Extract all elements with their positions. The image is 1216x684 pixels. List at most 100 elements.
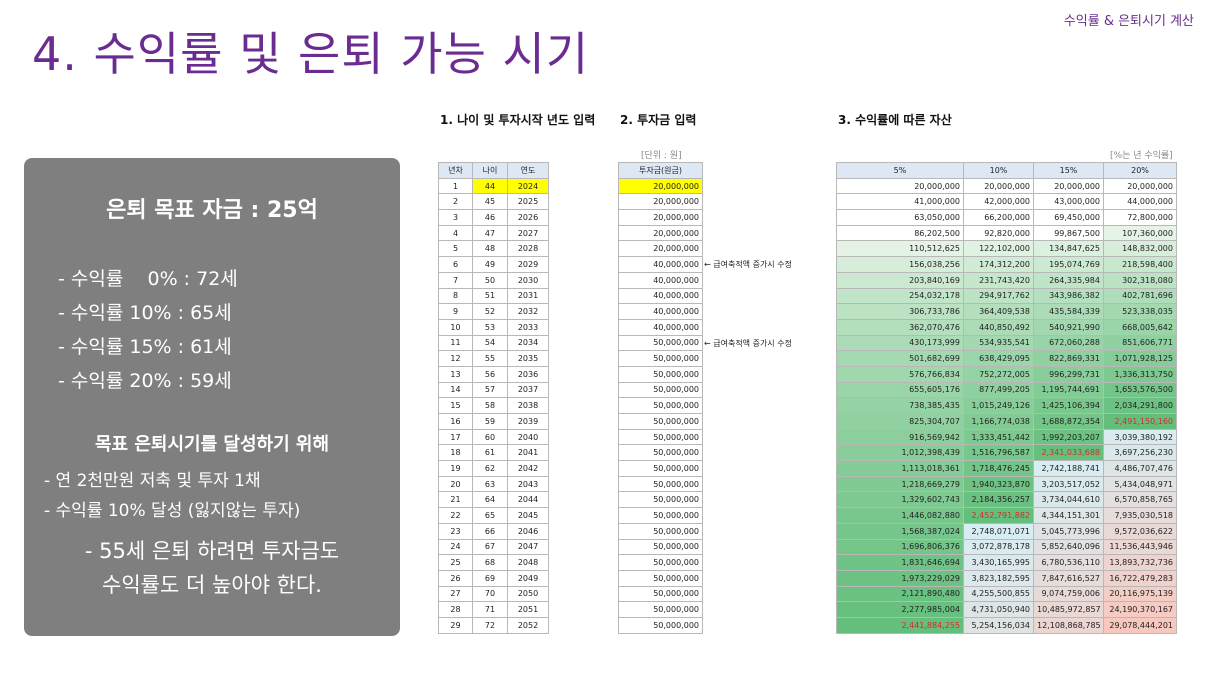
table-cell: 1,718,476,245: [963, 460, 1034, 477]
table-cell: 65: [472, 507, 508, 524]
table-row: 40,000,000: [618, 303, 703, 320]
table-cell: 15: [438, 397, 473, 414]
table-row: 22 65 2045: [438, 507, 549, 524]
table-cell: 44: [472, 177, 508, 195]
table-row: 20,000,000 20,000,000 20,000,000 20,000,000: [836, 177, 1177, 195]
table-row: 50,000,000: [618, 522, 703, 540]
table-cell: 20,000,000: [836, 177, 964, 195]
table-row: 1,113,018,361 1,718,476,245 2,742,188,741 4…: [836, 460, 1177, 477]
table-cell: 2,742,188,741: [1033, 460, 1104, 477]
table-cell: 523,338,035: [1103, 303, 1177, 320]
table-cell: 2033: [507, 318, 549, 336]
table-row: 156,038,256 174,312,200 195,074,769 218,598…: [836, 256, 1177, 273]
table-row: 1,696,806,376 3,072,878,178 5,852,640,096 1…: [836, 538, 1177, 556]
table-row: 50,000,000: [618, 397, 703, 414]
table-cell: 50,000,000: [618, 475, 703, 493]
table-cell: 20,000,000: [618, 224, 703, 242]
table-cell: 14: [438, 381, 473, 399]
table-cell: 48: [472, 240, 508, 258]
table-cell: 2043: [507, 475, 549, 493]
table-cell: 50,000,000: [618, 428, 703, 446]
table-cell: 23: [438, 522, 473, 540]
table-cell: 50,000,000: [618, 397, 703, 414]
table-cell: 51: [472, 287, 508, 305]
table-cell: 20,000,000: [1103, 177, 1177, 195]
investment-table: 투자금(원금) 20,000,000 20,000,000 20,000,000 20…: [618, 162, 703, 634]
table-row: 362,070,476 440,850,492 540,921,990 668,005…: [836, 318, 1177, 336]
table-row: 430,173,999 534,935,541 672,060,288 851,606…: [836, 334, 1177, 352]
table-row: 40,000,000: [618, 256, 703, 273]
table-cell: 50,000,000: [618, 444, 703, 462]
table-row: 50,000,000: [618, 444, 703, 462]
table-cell: 40,000,000: [618, 303, 703, 320]
table-cell: 50,000,000: [618, 365, 703, 383]
strategy-title: 목표 은퇴시기를 달성하기 위해: [94, 434, 330, 455]
table-cell: 5,434,048,971: [1103, 475, 1177, 493]
table-cell: 21: [438, 491, 473, 509]
table-cell: 877,499,205: [963, 381, 1034, 399]
column-header: 연도: [507, 162, 549, 179]
table-cell: 2049: [507, 569, 549, 587]
table-cell: 8: [438, 287, 473, 305]
unit-label-rate: [%는 년 수익률]: [1110, 151, 1173, 161]
table-cell: 50,000,000: [618, 522, 703, 540]
table-cell: 44,000,000: [1103, 193, 1177, 211]
table-row: 40,000,000: [618, 318, 703, 336]
table-cell: 3,072,878,178: [963, 538, 1034, 556]
table-cell: 86,202,500: [836, 224, 964, 242]
table-cell: 24,190,370,167: [1103, 601, 1177, 618]
table-cell: 4,731,050,940: [963, 601, 1034, 618]
table-cell: 1,218,669,279: [836, 475, 964, 493]
table-row: 1,831,646,694 3,430,165,995 6,780,536,110 1…: [836, 554, 1177, 571]
table-cell: 20,000,000: [618, 177, 703, 195]
table-cell: 50,000,000: [618, 569, 703, 587]
table-cell: 203,840,169: [836, 271, 964, 289]
table-row: 50,000,000: [618, 428, 703, 446]
table-cell: 50,000,000: [618, 381, 703, 399]
table-cell: 60: [472, 428, 508, 446]
table-cell: 2,491,150,160: [1103, 413, 1177, 430]
table-cell: 7,935,030,518: [1103, 507, 1177, 524]
table-cell: 501,682,699: [836, 350, 964, 367]
table-cell: 68: [472, 554, 508, 571]
table-cell: 2045: [507, 507, 549, 524]
table-cell: 2047: [507, 538, 549, 556]
table-cell: 11,536,443,946: [1103, 538, 1177, 556]
table-cell: 4,255,500,855: [963, 585, 1034, 603]
table-cell: 668,005,642: [1103, 318, 1177, 336]
table-cell: 69,450,000: [1033, 209, 1104, 226]
table-row: 5 48 2028: [438, 240, 549, 258]
table-row: 40,000,000: [618, 287, 703, 305]
table-cell: 107,360,000: [1103, 224, 1177, 242]
table-cell: 4,344,151,301: [1033, 507, 1104, 524]
table-cell: 822,869,331: [1033, 350, 1104, 367]
table-row: 18 61 2041: [438, 444, 549, 462]
table-cell: 2029: [507, 256, 549, 273]
table-row: 916,569,942 1,333,451,442 1,992,203,207 3,0…: [836, 428, 1177, 446]
table-cell: 3,823,182,595: [963, 569, 1034, 587]
salary-note: ← 급여축적액 증가시 수정: [704, 339, 792, 348]
table-cell: 16: [438, 413, 473, 430]
table-cell: 20,000,000: [618, 193, 703, 211]
table-cell: 264,335,984: [1033, 271, 1104, 289]
table-cell: 2034: [507, 334, 549, 352]
table-cell: 343,986,382: [1033, 287, 1104, 305]
table-row: 50,000,000: [618, 585, 703, 603]
table-cell: 3,734,044,610: [1033, 491, 1104, 509]
table-cell: 2042: [507, 460, 549, 477]
table-row: 23 66 2046: [438, 522, 549, 540]
table-cell: 5,254,156,034: [963, 616, 1034, 634]
table-cell: 2,121,890,480: [836, 585, 964, 603]
table-row: 20,000,000: [618, 177, 703, 195]
table-cell: 110,512,625: [836, 240, 964, 258]
table-cell: 53: [472, 318, 508, 336]
table-row: 576,766,834 752,272,005 996,299,731 1,336,3…: [836, 365, 1177, 383]
table-cell: 61: [472, 444, 508, 462]
table-cell: 638,429,095: [963, 350, 1034, 367]
table-cell: 72: [472, 616, 508, 634]
table-cell: 50,000,000: [618, 507, 703, 524]
table-cell: 24: [438, 538, 473, 556]
table-cell: 66,200,000: [963, 209, 1034, 226]
table-cell: 19: [438, 460, 473, 477]
table-cell: 57: [472, 381, 508, 399]
